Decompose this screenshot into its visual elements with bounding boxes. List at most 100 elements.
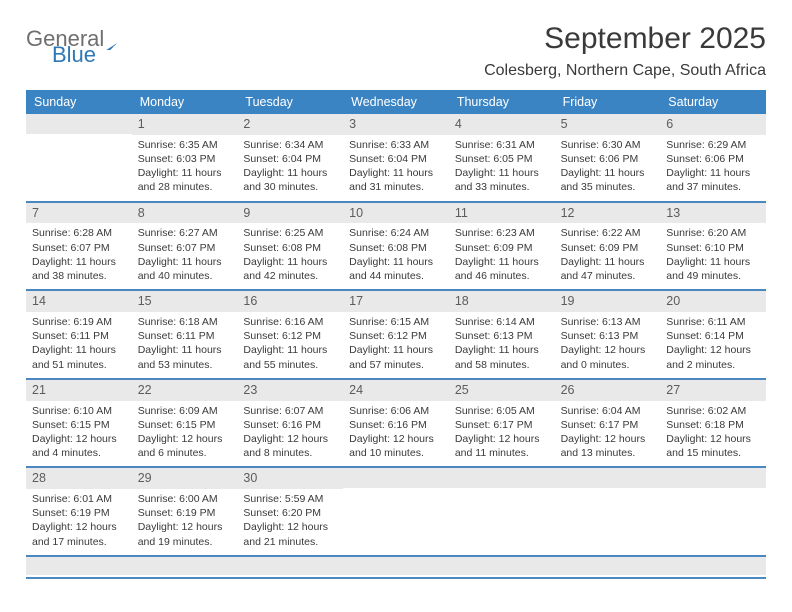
daylight-text: Daylight: 12 hours and 11 minutes. [455, 432, 549, 460]
day-number: 10 [343, 203, 449, 224]
day-cell: 29Sunrise: 6:00 AMSunset: 6:19 PMDayligh… [132, 468, 238, 555]
sunrise-text: Sunrise: 6:29 AM [666, 138, 760, 152]
day-cell [26, 557, 132, 577]
sunset-text: Sunset: 6:13 PM [561, 329, 655, 343]
day-number: 4 [449, 114, 555, 135]
daylight-text: Daylight: 12 hours and 6 minutes. [138, 432, 232, 460]
day-number: 25 [449, 380, 555, 401]
daylight-text: Daylight: 12 hours and 21 minutes. [243, 520, 337, 548]
header: General Blue September 2025 Colesberg, N… [26, 22, 766, 80]
sunrise-text: Sunrise: 6:14 AM [455, 315, 549, 329]
sunset-text: Sunset: 6:19 PM [138, 506, 232, 520]
day-cell: 24Sunrise: 6:06 AMSunset: 6:16 PMDayligh… [343, 380, 449, 467]
day-cell: 4Sunrise: 6:31 AMSunset: 6:05 PMDaylight… [449, 114, 555, 201]
sunrise-text: Sunrise: 6:10 AM [32, 404, 126, 418]
day-number: 19 [555, 291, 661, 312]
week-row [26, 557, 766, 579]
week-row: 14Sunrise: 6:19 AMSunset: 6:11 PMDayligh… [26, 291, 766, 380]
daylight-text: Daylight: 11 hours and 33 minutes. [455, 166, 549, 194]
location-subtitle: Colesberg, Northern Cape, South Africa [484, 62, 766, 80]
daylight-text: Daylight: 12 hours and 15 minutes. [666, 432, 760, 460]
day-cell: 30Sunrise: 5:59 AMSunset: 6:20 PMDayligh… [237, 468, 343, 555]
day-cell: 20Sunrise: 6:11 AMSunset: 6:14 PMDayligh… [660, 291, 766, 378]
daylight-text: Daylight: 11 hours and 38 minutes. [32, 255, 126, 283]
day-number: 7 [26, 203, 132, 224]
empty-day-band [343, 468, 449, 488]
day-cell [343, 468, 449, 555]
sunset-text: Sunset: 6:03 PM [138, 152, 232, 166]
daylight-text: Daylight: 11 hours and 55 minutes. [243, 343, 337, 371]
day-number: 9 [237, 203, 343, 224]
day-cell [449, 557, 555, 577]
day-cell: 27Sunrise: 6:02 AMSunset: 6:18 PMDayligh… [660, 380, 766, 467]
daylight-text: Daylight: 11 hours and 49 minutes. [666, 255, 760, 283]
daylight-text: Daylight: 12 hours and 2 minutes. [666, 343, 760, 371]
daylight-text: Daylight: 11 hours and 51 minutes. [32, 343, 126, 371]
sunset-text: Sunset: 6:12 PM [243, 329, 337, 343]
day-cell: 10Sunrise: 6:24 AMSunset: 6:08 PMDayligh… [343, 203, 449, 290]
daylight-text: Daylight: 11 hours and 37 minutes. [666, 166, 760, 194]
daylight-text: Daylight: 12 hours and 13 minutes. [561, 432, 655, 460]
sunset-text: Sunset: 6:16 PM [243, 418, 337, 432]
empty-day-band [449, 557, 555, 575]
week-row: 1Sunrise: 6:35 AMSunset: 6:03 PMDaylight… [26, 114, 766, 203]
day-cell: 3Sunrise: 6:33 AMSunset: 6:04 PMDaylight… [343, 114, 449, 201]
empty-day-band [237, 557, 343, 575]
day-number: 21 [26, 380, 132, 401]
week-row: 7Sunrise: 6:28 AMSunset: 6:07 PMDaylight… [26, 203, 766, 292]
day-number: 18 [449, 291, 555, 312]
day-number: 6 [660, 114, 766, 135]
sunrise-text: Sunrise: 6:33 AM [349, 138, 443, 152]
sunset-text: Sunset: 6:06 PM [666, 152, 760, 166]
day-number: 28 [26, 468, 132, 489]
sunset-text: Sunset: 6:04 PM [243, 152, 337, 166]
daylight-text: Daylight: 12 hours and 8 minutes. [243, 432, 337, 460]
sunset-text: Sunset: 6:20 PM [243, 506, 337, 520]
sunrise-text: Sunrise: 6:00 AM [138, 492, 232, 506]
day-number: 5 [555, 114, 661, 135]
sunset-text: Sunset: 6:09 PM [561, 241, 655, 255]
weekday-friday: Friday [555, 90, 661, 114]
calendar-grid: 1Sunrise: 6:35 AMSunset: 6:03 PMDaylight… [26, 114, 766, 579]
day-cell [555, 557, 661, 577]
sunrise-text: Sunrise: 6:18 AM [138, 315, 232, 329]
daylight-text: Daylight: 11 hours and 46 minutes. [455, 255, 549, 283]
sunrise-text: Sunrise: 6:34 AM [243, 138, 337, 152]
daylight-text: Daylight: 12 hours and 4 minutes. [32, 432, 126, 460]
day-cell: 19Sunrise: 6:13 AMSunset: 6:13 PMDayligh… [555, 291, 661, 378]
sunrise-text: Sunrise: 6:04 AM [561, 404, 655, 418]
day-cell: 11Sunrise: 6:23 AMSunset: 6:09 PMDayligh… [449, 203, 555, 290]
daylight-text: Daylight: 12 hours and 10 minutes. [349, 432, 443, 460]
sunset-text: Sunset: 6:11 PM [32, 329, 126, 343]
daylight-text: Daylight: 11 hours and 58 minutes. [455, 343, 549, 371]
sunrise-text: Sunrise: 6:20 AM [666, 226, 760, 240]
day-number: 2 [237, 114, 343, 135]
day-number: 12 [555, 203, 661, 224]
day-number: 1 [132, 114, 238, 135]
sunrise-text: Sunrise: 6:09 AM [138, 404, 232, 418]
sunrise-text: Sunrise: 6:06 AM [349, 404, 443, 418]
day-cell: 7Sunrise: 6:28 AMSunset: 6:07 PMDaylight… [26, 203, 132, 290]
calendar-page: General Blue September 2025 Colesberg, N… [0, 0, 792, 589]
sunset-text: Sunset: 6:06 PM [561, 152, 655, 166]
weekday-wednesday: Wednesday [343, 90, 449, 114]
weekday-saturday: Saturday [660, 90, 766, 114]
sunset-text: Sunset: 6:18 PM [666, 418, 760, 432]
sunrise-text: Sunrise: 6:25 AM [243, 226, 337, 240]
sunrise-text: Sunrise: 6:27 AM [138, 226, 232, 240]
day-number: 20 [660, 291, 766, 312]
sunset-text: Sunset: 6:08 PM [349, 241, 443, 255]
daylight-text: Daylight: 12 hours and 17 minutes. [32, 520, 126, 548]
day-cell: 5Sunrise: 6:30 AMSunset: 6:06 PMDaylight… [555, 114, 661, 201]
empty-day-band [555, 557, 661, 575]
day-cell: 22Sunrise: 6:09 AMSunset: 6:15 PMDayligh… [132, 380, 238, 467]
day-cell: 9Sunrise: 6:25 AMSunset: 6:08 PMDaylight… [237, 203, 343, 290]
day-cell: 17Sunrise: 6:15 AMSunset: 6:12 PMDayligh… [343, 291, 449, 378]
day-cell: 16Sunrise: 6:16 AMSunset: 6:12 PMDayligh… [237, 291, 343, 378]
weekday-header: Sunday Monday Tuesday Wednesday Thursday… [26, 90, 766, 114]
sunset-text: Sunset: 6:08 PM [243, 241, 337, 255]
sunrise-text: Sunrise: 6:28 AM [32, 226, 126, 240]
sunrise-text: Sunrise: 6:15 AM [349, 315, 443, 329]
sunrise-text: Sunrise: 6:01 AM [32, 492, 126, 506]
empty-day-band [555, 468, 661, 488]
